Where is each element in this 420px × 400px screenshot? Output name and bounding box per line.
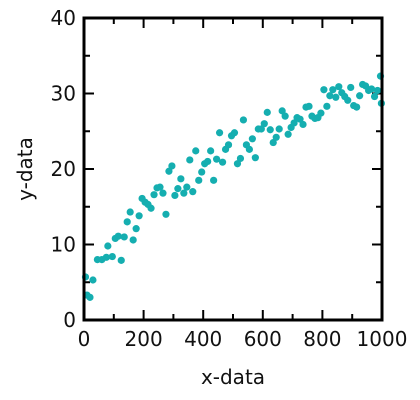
data-point <box>233 160 242 168</box>
data-point <box>281 112 289 120</box>
y-tick-label: 10 <box>51 233 76 257</box>
data-point <box>165 167 173 175</box>
data-point <box>323 102 331 110</box>
data-point <box>251 154 259 162</box>
data-point <box>260 120 268 128</box>
data-point <box>104 242 112 250</box>
data-point <box>210 176 218 184</box>
x-tick-label: 400 <box>184 327 222 351</box>
data-point <box>192 147 200 155</box>
data-point <box>245 145 253 153</box>
x-tick-label: 200 <box>125 327 163 351</box>
data-point <box>326 92 334 100</box>
data-point <box>198 168 206 176</box>
data-point <box>150 191 158 199</box>
x-tick-label: 1000 <box>357 327 408 351</box>
data-point <box>174 185 182 193</box>
x-axis-label: x-data <box>201 365 265 389</box>
x-tick-label: 600 <box>244 327 282 351</box>
data-point <box>132 225 140 233</box>
data-point <box>299 120 307 129</box>
y-axis-label: y-data <box>13 137 37 201</box>
y-tick-label: 40 <box>51 6 76 30</box>
data-point <box>335 83 343 91</box>
data-point <box>177 175 185 183</box>
data-point <box>129 236 137 244</box>
data-point <box>195 176 203 184</box>
data-point <box>278 107 286 115</box>
data-point <box>180 189 188 197</box>
data-point <box>120 233 128 241</box>
data-point <box>329 86 337 94</box>
data-point <box>224 141 233 149</box>
plot-frame <box>82 16 384 322</box>
data-point <box>272 133 280 141</box>
data-point <box>171 191 179 200</box>
data-point <box>123 218 131 226</box>
data-point <box>257 125 265 133</box>
data-point <box>126 208 134 216</box>
data-point <box>236 154 245 163</box>
data-point <box>296 115 304 123</box>
data-point <box>168 162 176 170</box>
points-layer <box>81 72 386 301</box>
tick-labels-layer: 0 200 400 600 800 1000 0 10 20 30 40 <box>51 6 408 351</box>
data-point <box>102 253 110 261</box>
data-point <box>373 86 382 95</box>
data-point <box>159 189 167 197</box>
data-point <box>207 147 215 155</box>
data-point <box>269 138 277 147</box>
data-point <box>266 126 274 134</box>
x-tick-label: 800 <box>303 327 341 351</box>
data-point <box>239 116 248 124</box>
data-point <box>156 183 164 191</box>
data-point <box>367 85 376 93</box>
data-point <box>186 156 194 164</box>
ticks-layer <box>83 17 383 321</box>
y-tick-label: 0 <box>63 308 76 332</box>
data-point <box>344 96 352 104</box>
data-point <box>370 92 379 101</box>
data-point <box>204 157 212 166</box>
data-point <box>284 130 292 138</box>
data-point <box>162 210 170 218</box>
data-point <box>332 93 340 101</box>
data-point <box>86 293 94 301</box>
data-point <box>248 135 256 143</box>
data-point <box>230 129 239 137</box>
data-point <box>114 232 122 240</box>
data-point <box>347 83 355 92</box>
data-point <box>263 108 271 116</box>
data-point <box>290 119 298 127</box>
data-point <box>135 212 143 220</box>
data-point <box>218 158 227 166</box>
data-point <box>117 256 125 264</box>
y-tick-label: 30 <box>51 82 76 106</box>
data-point <box>320 86 328 94</box>
data-point <box>317 109 325 117</box>
data-point <box>108 252 116 261</box>
data-point <box>215 129 224 137</box>
data-point <box>89 276 97 284</box>
data-point <box>353 103 361 111</box>
data-point <box>213 155 221 163</box>
data-point <box>183 183 191 191</box>
x-tick-label: 0 <box>78 327 91 351</box>
data-point <box>147 204 155 212</box>
data-point <box>189 188 197 196</box>
data-point <box>305 102 313 110</box>
data-point <box>356 92 364 100</box>
data-point <box>275 125 283 133</box>
y-tick-label: 20 <box>51 157 76 181</box>
